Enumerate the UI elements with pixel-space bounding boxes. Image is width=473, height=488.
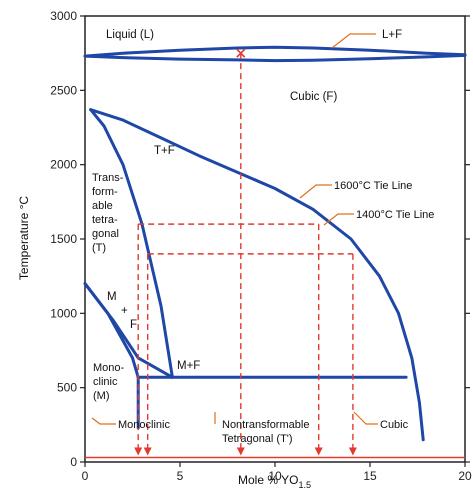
label-l-plus-f: L+F (382, 29, 402, 41)
leader-tie1400 (323, 213, 354, 226)
leader-cubic (353, 411, 378, 425)
label-m-plus-f: M+F (177, 360, 200, 372)
label-trans-1: Trans- (92, 172, 124, 184)
annotation-nontrans-2: Tetragonal (T') (222, 433, 293, 445)
y-tick-label-3: 1500 (50, 232, 77, 246)
label-trans-5: gonal (92, 228, 119, 240)
label-liquid: Liquid (L) (106, 29, 154, 41)
label-trans-2: form- (92, 186, 118, 198)
label-mono-1: Mono- (93, 362, 125, 374)
drop-arrow-2 (236, 447, 245, 456)
drop-arrow-0 (134, 447, 143, 456)
marker-stroke-b (236, 48, 246, 58)
label-trans-6: (T) (92, 242, 106, 254)
annotation-leaders (91, 33, 378, 425)
label-t-plus-f: T+F (154, 145, 175, 157)
label-cubic-f: Cubic (F) (290, 91, 337, 103)
annotation-cubic: Cubic (380, 419, 409, 431)
annotation-monoclinic: Monoclinic (118, 419, 170, 431)
label-trans-4: tetra- (92, 214, 118, 226)
curve-liquidus-bottom (83, 53, 467, 63)
y-tick-label-0: 0 (70, 455, 77, 469)
y-tick-label-2: 1000 (50, 306, 77, 320)
annotation-tie1400: 1400°C Tie Line (356, 209, 434, 221)
annotation-nontrans-1: Nontransformable (222, 419, 309, 431)
plot-frame (84, 15, 466, 463)
y-tick-label-4: 2000 (50, 158, 77, 172)
x-axis-title-sub: 1.5 (298, 480, 311, 488)
leader-tie1600 (299, 184, 332, 199)
x-axis-title-main: Mole % YO (238, 473, 298, 487)
x-tick-label-1: 5 (177, 469, 184, 483)
label-mf-plus: + (121, 305, 128, 317)
y-tick-label-1: 500 (57, 381, 77, 395)
x-tick-label-2: 10 (268, 469, 282, 483)
drop-arrow-3 (314, 447, 323, 456)
y-axis-title: Temperature °C (17, 196, 31, 280)
drop-arrow-1 (143, 447, 152, 456)
composition-marker (236, 48, 246, 58)
annotation-tie1600: 1600°C Tie Line (334, 180, 412, 192)
y-tick-label-5: 2500 (50, 83, 77, 97)
y-tick-label-6: 3000 (50, 9, 77, 23)
curve-cubic-boundary (89, 108, 425, 442)
curve-t-mf-boundary (83, 282, 140, 379)
y-axis-ticks: 0 500 1000 1500 2000 2500 3000 (50, 9, 470, 469)
leader-monoclinic (91, 417, 116, 425)
x-tick-label-4: 20 (458, 469, 472, 483)
x-axis-ticks: 0 5 10 15 20 (82, 462, 472, 483)
tie-lines (134, 53, 357, 456)
x-tick-label-3: 15 (363, 469, 377, 483)
label-mono-2: clinic (93, 376, 118, 388)
label-mf-f: F (130, 319, 137, 331)
drop-arrow-4 (348, 447, 357, 456)
x-tick-label-0: 0 (82, 469, 89, 483)
leader-lf (331, 33, 376, 49)
label-mono-3: (M) (93, 390, 110, 402)
curve-tf-boundary (89, 108, 174, 379)
curve-liquidus-top (83, 45, 467, 58)
label-mf-m: M (107, 291, 117, 303)
label-trans-3: able (92, 200, 113, 212)
x-axis-title: Mole % YO1.5 (238, 473, 311, 488)
phase-curves (83, 45, 467, 442)
